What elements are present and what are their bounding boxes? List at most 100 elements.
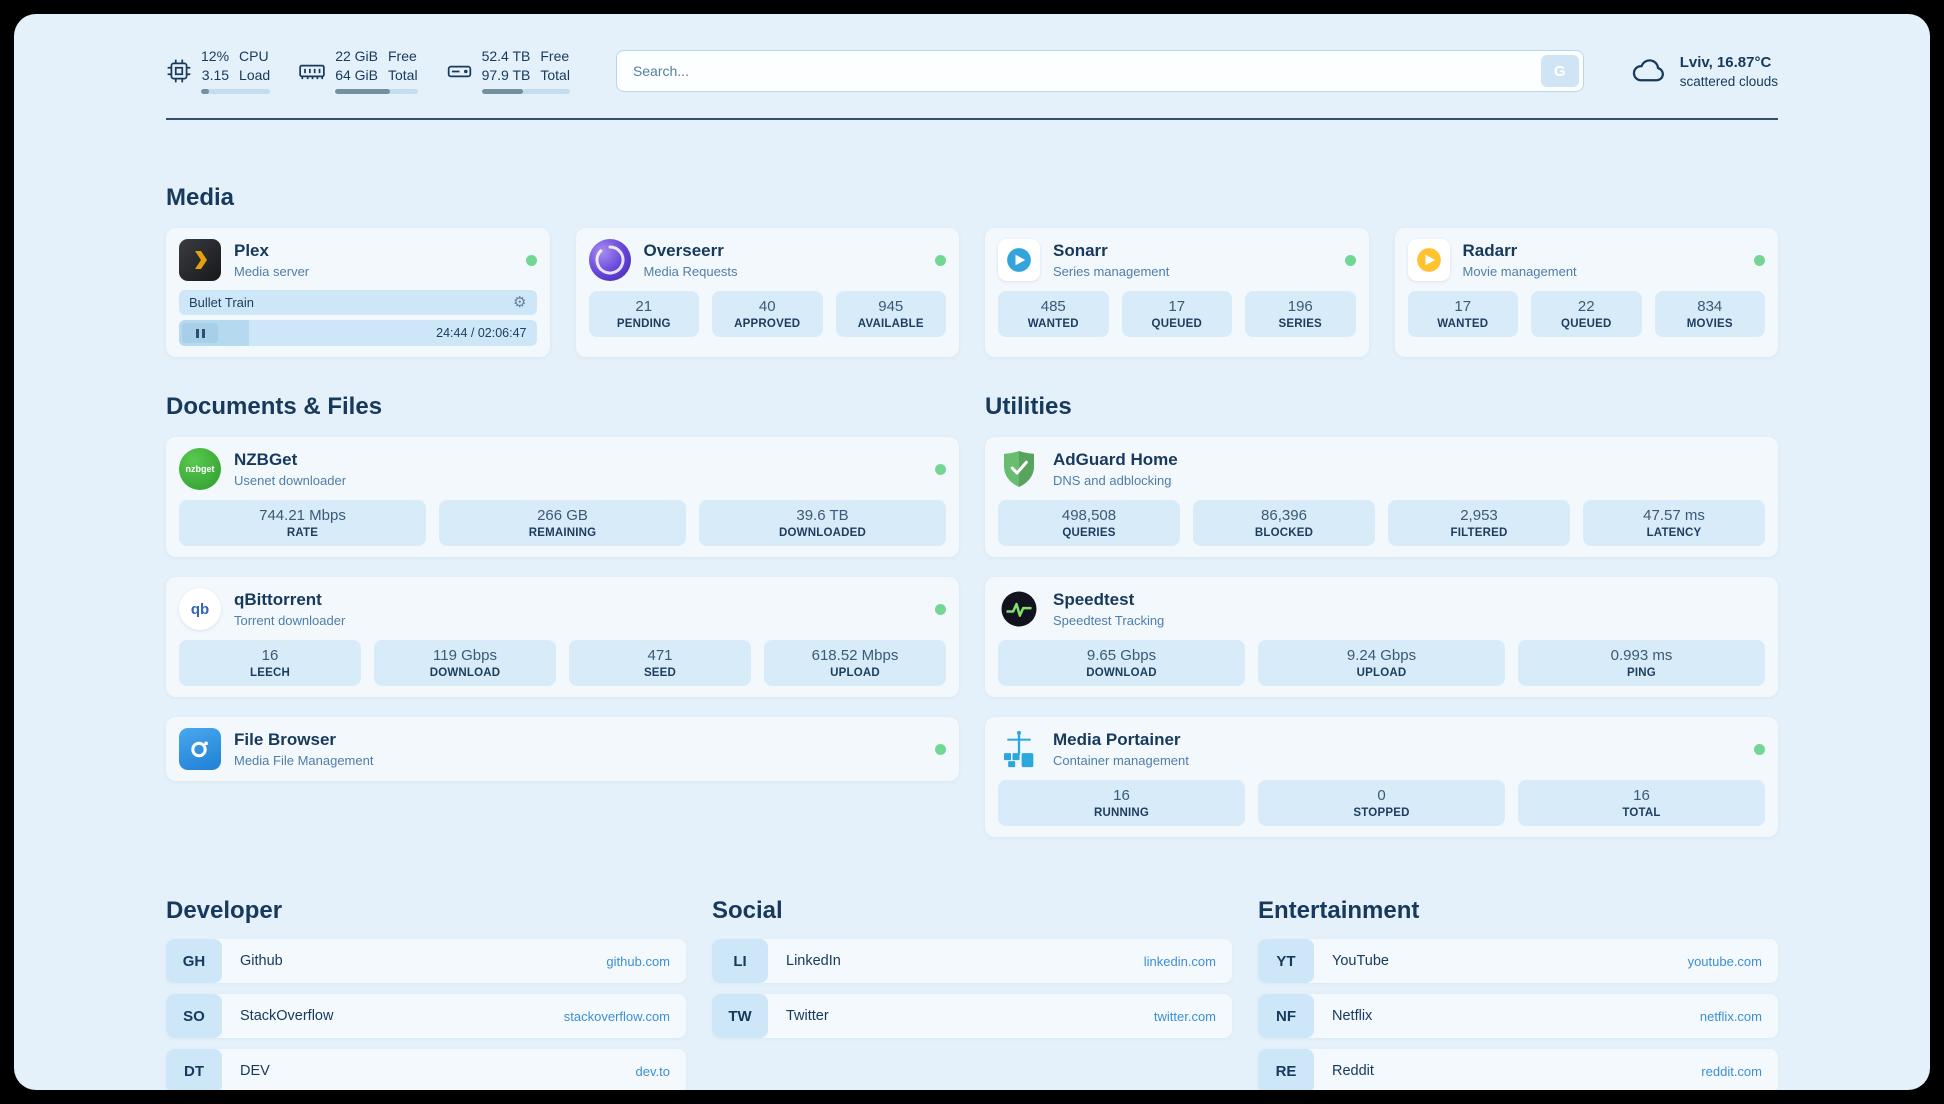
- bookmark-youtube[interactable]: YT YouTube youtube.com: [1258, 939, 1778, 983]
- service-name: NZBGet: [234, 450, 298, 469]
- stat-ping: 0.993 ms PING: [1518, 640, 1765, 686]
- media-grid: Plex Media server Bullet Train ⚙: [166, 228, 1778, 357]
- adguard-text: AdGuard Home DNS and adblocking: [1053, 450, 1178, 488]
- pause-button[interactable]: [182, 323, 218, 343]
- hard-drive-icon: [446, 58, 473, 84]
- stat-value: 16: [261, 647, 279, 664]
- bookmark-abbr: YT: [1258, 939, 1314, 983]
- qbittorrent-icon: qb: [179, 588, 221, 630]
- bookmark-twitter[interactable]: TW Twitter twitter.com: [712, 994, 1232, 1038]
- bookmark-group-social: Social LI LinkedIn linkedin.com TW Twitt…: [712, 897, 1232, 1090]
- portainer-stats: 16 RUNNING 0 STOPPED 16 TOTAL: [998, 780, 1765, 826]
- bookmark-abbr: SO: [166, 994, 222, 1038]
- stat-value: 17: [1454, 298, 1472, 315]
- section-title-utilities: Utilities: [985, 393, 1072, 420]
- disk-total-value: 97.9 TB: [481, 67, 531, 83]
- section-title-documents: Documents & Files: [166, 393, 383, 420]
- adguard-link[interactable]: AdGuard Home DNS and adblocking: [998, 448, 1765, 490]
- qbittorrent-link[interactable]: qb qBittorrent Torrent downloader: [179, 588, 946, 630]
- stat-label: MOVIES: [1686, 318, 1733, 330]
- service-subtitle: Media Requests: [643, 264, 738, 279]
- weather-condition: scattered clouds: [1679, 73, 1778, 89]
- playback-progress-row: 24:44 / 02:06:47: [179, 320, 537, 346]
- search-bar: G: [615, 50, 1584, 92]
- stat-label: LEECH: [250, 667, 290, 679]
- stat-label: DOWNLOAD: [429, 667, 501, 679]
- radarr-link[interactable]: Radarr Movie management: [1407, 239, 1765, 281]
- stat-value: 86,396: [1261, 507, 1307, 524]
- stat-label: PING: [1627, 667, 1656, 679]
- section-title-media: Media: [166, 184, 235, 211]
- nzbget-text: NZBGet Usenet downloader: [234, 450, 346, 488]
- gear-icon[interactable]: ⚙: [513, 294, 527, 311]
- qbittorrent-stats: 16 LEECH 119 Gbps DOWNLOAD 471 SEED: [179, 640, 946, 686]
- filebrowser-link[interactable]: File Browser Media File Management: [179, 728, 946, 770]
- stat-upload: 9.24 Gbps UPLOAD: [1258, 640, 1505, 686]
- plex-link[interactable]: Plex Media server: [179, 239, 537, 281]
- adguard-stats: 498,508 QUERIES 86,396 BLOCKED 2,953 FIL…: [998, 500, 1765, 546]
- stat-blocked: 86,396 BLOCKED: [1193, 500, 1375, 546]
- overseerr-link[interactable]: Overseerr Media Requests: [588, 239, 946, 281]
- section-title-developer: Developer: [166, 897, 283, 924]
- cpu-progress-fill: [201, 89, 210, 94]
- stat-label: STOPPED: [1353, 807, 1410, 819]
- search-provider-button[interactable]: G: [1540, 55, 1579, 87]
- sonarr-link[interactable]: Sonarr Series management: [998, 239, 1356, 281]
- portainer-text: Media Portainer Container management: [1053, 730, 1189, 768]
- stat-label: APPROVED: [734, 318, 801, 330]
- speedtest-link[interactable]: Speedtest Speedtest Tracking: [998, 588, 1765, 630]
- stat-label: BLOCKED: [1254, 527, 1314, 539]
- portainer-link[interactable]: Media Portainer Container management: [998, 728, 1765, 770]
- cpu-readout: 12% 3.15 CPU Load: [201, 48, 271, 94]
- stat-downloaded: 39.6 TB DOWNLOADED: [699, 500, 946, 546]
- search-input[interactable]: [615, 50, 1584, 92]
- stat-wanted: 485 WANTED: [998, 291, 1109, 337]
- memory-icon: [298, 58, 326, 84]
- nzbget-link[interactable]: nzbget NZBGet Usenet downloader: [179, 448, 946, 490]
- stat-value: 471: [647, 647, 673, 664]
- utilities-stack: AdGuard Home DNS and adblocking 498,508 …: [985, 437, 1778, 837]
- stat-total: 16 TOTAL: [1518, 780, 1765, 826]
- service-name: AdGuard Home: [1053, 450, 1178, 469]
- section-title-social: Social: [712, 897, 783, 924]
- status-dot: [935, 463, 946, 475]
- bookmark-name: YouTube: [1332, 953, 1389, 969]
- bookmark-dev[interactable]: DT DEV dev.to: [166, 1049, 686, 1090]
- stat-rate: 744.21 Mbps RATE: [179, 500, 426, 546]
- service-name: Overseerr: [643, 241, 724, 260]
- bookmark-url: dev.to: [635, 1063, 670, 1079]
- portainer-crane-icon: [998, 728, 1040, 770]
- stat-label: PENDING: [616, 318, 671, 330]
- stat-value: 2,953: [1460, 507, 1498, 524]
- ram-free-value: 22 GiB: [335, 48, 378, 64]
- stat-value: 498,508: [1061, 507, 1117, 524]
- stat-label: UPLOAD: [1356, 667, 1407, 679]
- bookmark-name: Twitter: [786, 1008, 829, 1024]
- service-name: Radarr: [1462, 241, 1518, 260]
- bookmark-reddit[interactable]: RE Reddit reddit.com: [1258, 1049, 1778, 1090]
- bookmark-url: youtube.com: [1687, 953, 1762, 969]
- bookmarks-area: Developer GH Github github.com SO StackO…: [166, 897, 1778, 1090]
- cpu-load-label: Load: [239, 67, 271, 83]
- stat-value: 119 Gbps: [433, 647, 497, 664]
- nzbget-stats: 744.21 Mbps RATE 266 GB REMAINING 39.6 T…: [179, 500, 946, 546]
- stat-label: WANTED: [1437, 318, 1489, 330]
- stat-label: QUEUED: [1561, 318, 1612, 330]
- bookmark-abbr: RE: [1258, 1049, 1314, 1090]
- stat-download: 119 Gbps DOWNLOAD: [374, 640, 556, 686]
- service-card-nzbget: nzbget NZBGet Usenet downloader 744.21 M…: [166, 437, 959, 557]
- section-utilities: Utilities: [985, 393, 1778, 837]
- stat-label: REMAINING: [528, 527, 597, 539]
- resource-widgets: 12% 3.15 CPU Load: [166, 48, 570, 94]
- bookmark-netflix[interactable]: NF Netflix netflix.com: [1258, 994, 1778, 1038]
- bookmark-github[interactable]: GH Github github.com: [166, 939, 686, 983]
- bookmark-linkedin[interactable]: LI LinkedIn linkedin.com: [712, 939, 1232, 983]
- qbittorrent-icon-text: qb: [190, 600, 210, 618]
- stat-filtered: 2,953 FILTERED: [1388, 500, 1570, 546]
- service-subtitle: DNS and adblocking: [1053, 473, 1172, 488]
- section-documents: Documents & Files nzbget NZBGet Usenet d…: [166, 393, 959, 781]
- radarr-text: Radarr Movie management: [1463, 241, 1577, 279]
- sonarr-icon: [998, 239, 1040, 281]
- service-subtitle: Media server: [234, 264, 310, 279]
- bookmark-stackoverflow[interactable]: SO StackOverflow stackoverflow.com: [166, 994, 686, 1038]
